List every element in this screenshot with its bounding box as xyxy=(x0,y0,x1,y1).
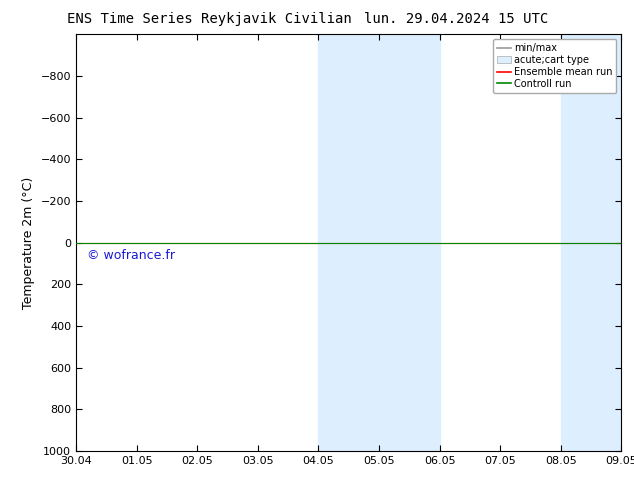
Legend: min/max, acute;cart type, Ensemble mean run, Controll run: min/max, acute;cart type, Ensemble mean … xyxy=(493,39,616,93)
Bar xyxy=(379,34,439,451)
Text: lun. 29.04.2024 15 UTC: lun. 29.04.2024 15 UTC xyxy=(365,12,548,26)
Bar xyxy=(318,34,379,451)
Text: © wofrance.fr: © wofrance.fr xyxy=(87,249,175,262)
Y-axis label: Temperature 2m (°C): Temperature 2m (°C) xyxy=(22,176,35,309)
Text: ENS Time Series Reykjavik Civilian: ENS Time Series Reykjavik Civilian xyxy=(67,12,352,26)
Bar xyxy=(560,34,621,451)
